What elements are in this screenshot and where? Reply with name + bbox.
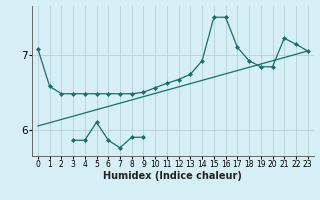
X-axis label: Humidex (Indice chaleur): Humidex (Indice chaleur) bbox=[103, 171, 242, 181]
